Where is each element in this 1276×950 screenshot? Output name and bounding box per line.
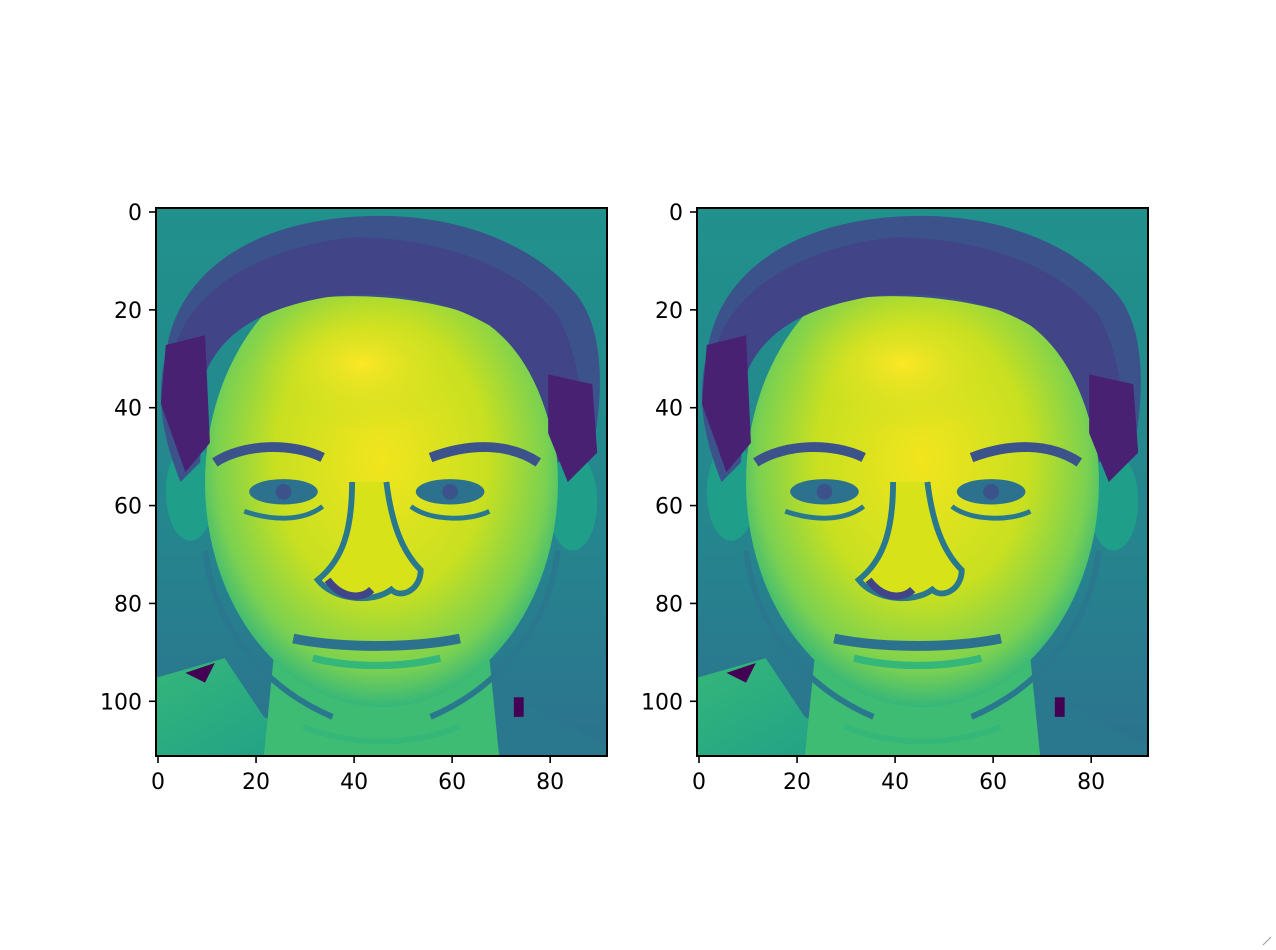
right-x-tick-label: 60 — [979, 770, 1007, 795]
right-y-tick-label: 0 — [669, 201, 683, 226]
right-y-tick-label: 80 — [655, 592, 683, 617]
left-x-tick-label: 20 — [242, 770, 270, 795]
right-x-tick-label: 40 — [881, 770, 909, 795]
right-axes-ticks: 0 20 40 60 80 0 20 40 60 80 100 — [641, 201, 1105, 795]
right-x-tick-label: 80 — [1077, 770, 1105, 795]
left-y-tick-label: 20 — [114, 299, 142, 324]
left-y-tick-label: 40 — [114, 397, 142, 422]
left-image-axes: 0 20 40 60 80 0 20 40 60 80 100 — [100, 201, 608, 795]
left-x-tick-label: 0 — [151, 770, 165, 795]
resize-grip-icon[interactable] — [1262, 936, 1272, 946]
left-x-tick-label: 40 — [340, 770, 368, 795]
right-y-tick-label: 100 — [641, 690, 683, 715]
left-face-image — [156, 208, 607, 756]
left-x-tick-label: 60 — [438, 770, 466, 795]
left-y-tick-label: 80 — [114, 592, 142, 617]
left-axes-ticks: 0 20 40 60 80 0 20 40 60 80 100 — [100, 201, 564, 795]
right-y-tick-label: 60 — [655, 495, 683, 520]
left-x-tick-label: 80 — [536, 770, 564, 795]
right-x-tick-label: 0 — [692, 770, 706, 795]
right-axes-frame — [696, 207, 1149, 757]
right-image-axes: 0 20 40 60 80 0 20 40 60 80 100 — [641, 201, 1149, 795]
right-y-tick-label: 20 — [655, 299, 683, 324]
left-axes-frame — [155, 207, 608, 757]
left-y-tick-label: 100 — [100, 690, 142, 715]
right-y-tick-label: 40 — [655, 397, 683, 422]
left-y-tick-label: 60 — [114, 495, 142, 520]
right-x-tick-label: 20 — [783, 770, 811, 795]
right-face-image — [697, 208, 1148, 756]
left-y-tick-label: 0 — [128, 201, 142, 226]
